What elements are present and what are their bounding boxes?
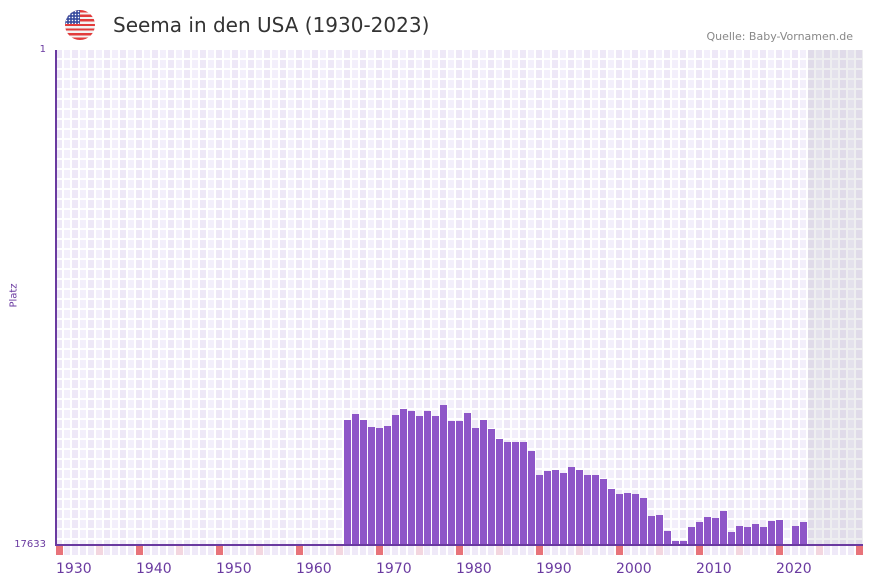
bar-2006[interactable] bbox=[664, 530, 671, 545]
x-tick-label: 1940 bbox=[136, 561, 172, 577]
chart-title: Seema in den USA (1930-2023) bbox=[113, 13, 430, 37]
bar-2018[interactable] bbox=[760, 527, 767, 545]
bar-1997[interactable] bbox=[592, 475, 599, 545]
year-marker bbox=[56, 546, 63, 555]
bar-1995[interactable] bbox=[576, 469, 583, 545]
year-marker bbox=[256, 546, 263, 555]
y-axis bbox=[55, 50, 57, 546]
year-marker bbox=[536, 546, 543, 555]
bar-2000[interactable] bbox=[616, 493, 623, 545]
bar-1973[interactable] bbox=[400, 408, 407, 545]
bar-2019[interactable] bbox=[768, 520, 775, 545]
bar-1998[interactable] bbox=[600, 478, 607, 545]
bar-1993[interactable] bbox=[560, 472, 567, 545]
bar-2008[interactable] bbox=[680, 540, 687, 545]
bar-1971[interactable] bbox=[384, 425, 391, 545]
bar-2013[interactable] bbox=[720, 511, 727, 545]
bar-1981[interactable] bbox=[464, 412, 471, 545]
bar-2011[interactable] bbox=[704, 517, 711, 545]
bar-2012[interactable] bbox=[712, 518, 719, 545]
bar-1970[interactable] bbox=[376, 427, 383, 545]
year-marker bbox=[416, 546, 423, 555]
bar-1975[interactable] bbox=[416, 416, 423, 545]
x-tick-label: 2020 bbox=[776, 561, 812, 577]
bar-2020[interactable] bbox=[776, 519, 783, 545]
year-marker bbox=[696, 546, 703, 555]
year-marker bbox=[296, 546, 303, 555]
x-tick-label: 1960 bbox=[296, 561, 332, 577]
x-tick-label: 2000 bbox=[616, 561, 652, 577]
bar-1969[interactable] bbox=[368, 426, 375, 545]
y-tick-label: 17633 bbox=[14, 539, 46, 550]
bar-2001[interactable] bbox=[624, 493, 631, 545]
bar-1989[interactable] bbox=[528, 450, 535, 545]
future-shaded-region bbox=[808, 50, 863, 545]
x-tick-label: 1970 bbox=[376, 561, 412, 577]
bar-1985[interactable] bbox=[496, 438, 503, 545]
year-marker bbox=[856, 546, 863, 555]
bar-1986[interactable] bbox=[504, 441, 511, 545]
x-tick-label: 1950 bbox=[216, 561, 252, 577]
bar-1991[interactable] bbox=[544, 470, 551, 545]
year-marker bbox=[496, 546, 503, 555]
bar-2015[interactable] bbox=[736, 525, 743, 545]
year-marker bbox=[376, 546, 383, 555]
year-marker bbox=[736, 546, 743, 555]
bar-2005[interactable] bbox=[656, 514, 663, 545]
bar-2002[interactable] bbox=[632, 493, 639, 545]
bar-2010[interactable] bbox=[696, 522, 703, 545]
bar-1978[interactable] bbox=[440, 404, 447, 545]
bar-1990[interactable] bbox=[536, 475, 543, 545]
year-marker bbox=[216, 546, 223, 555]
x-tick-label: 1980 bbox=[456, 561, 492, 577]
x-tick-label: 1990 bbox=[536, 561, 572, 577]
bar-2022[interactable] bbox=[792, 525, 799, 545]
bar-1999[interactable] bbox=[608, 488, 615, 545]
bar-1966[interactable] bbox=[344, 419, 351, 545]
us-flag-icon bbox=[65, 10, 95, 40]
bar-1983[interactable] bbox=[480, 419, 487, 545]
year-marker bbox=[816, 546, 823, 555]
bar-2003[interactable] bbox=[640, 498, 647, 545]
bar-1987[interactable] bbox=[512, 441, 519, 545]
x-tick-label: 1930 bbox=[56, 561, 92, 577]
y-axis-label: Platz bbox=[8, 283, 20, 308]
bar-1980[interactable] bbox=[456, 420, 463, 545]
bar-2017[interactable] bbox=[752, 524, 759, 545]
bar-1977[interactable] bbox=[432, 416, 439, 545]
bar-1982[interactable] bbox=[472, 427, 479, 545]
year-marker bbox=[656, 546, 663, 555]
bar-1967[interactable] bbox=[352, 414, 359, 545]
bar-1992[interactable] bbox=[552, 469, 559, 545]
bar-2004[interactable] bbox=[648, 515, 655, 545]
bar-1979[interactable] bbox=[448, 420, 455, 545]
year-marker bbox=[616, 546, 623, 555]
year-marker bbox=[576, 546, 583, 555]
bar-1974[interactable] bbox=[408, 411, 415, 545]
bar-1996[interactable] bbox=[584, 475, 591, 545]
x-axis bbox=[55, 544, 863, 546]
bar-2007[interactable] bbox=[672, 540, 679, 545]
year-marker bbox=[776, 546, 783, 555]
year-marker bbox=[96, 546, 103, 555]
bar-2023[interactable] bbox=[800, 522, 807, 545]
bar-1968[interactable] bbox=[360, 419, 367, 545]
bar-2014[interactable] bbox=[728, 532, 735, 545]
year-marker bbox=[136, 546, 143, 555]
plot-area bbox=[56, 50, 863, 545]
bar-1976[interactable] bbox=[424, 411, 431, 545]
bar-1994[interactable] bbox=[568, 466, 575, 545]
year-marker bbox=[176, 546, 183, 555]
bar-1984[interactable] bbox=[488, 428, 495, 545]
bar-2016[interactable] bbox=[744, 527, 751, 545]
year-marker bbox=[336, 546, 343, 555]
bar-2009[interactable] bbox=[688, 527, 695, 545]
year-marker bbox=[456, 546, 463, 555]
y-tick-label: 1 bbox=[39, 44, 46, 55]
bar-1972[interactable] bbox=[392, 414, 399, 545]
x-tick-label: 2010 bbox=[696, 561, 732, 577]
bar-1988[interactable] bbox=[520, 441, 527, 545]
source-link[interactable]: Quelle: Baby-Vornamen.de bbox=[706, 30, 853, 43]
